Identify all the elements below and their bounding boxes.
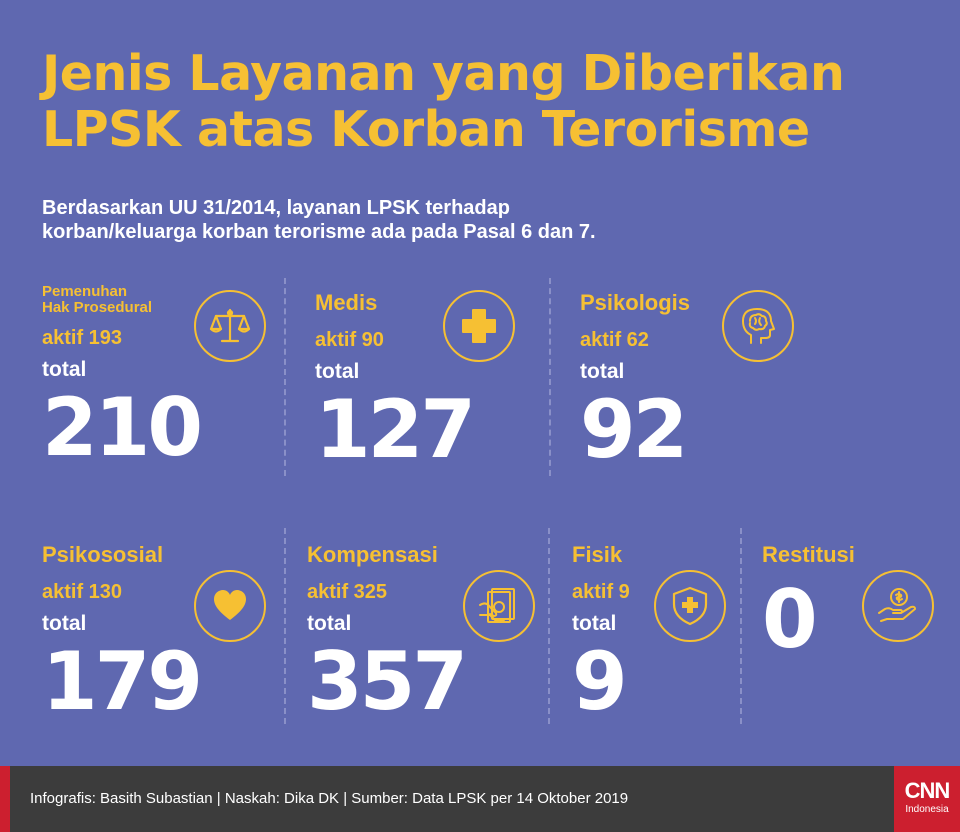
subtitle: Berdasarkan UU 31/2014, layanan LPSK ter… <box>42 196 902 244</box>
medical-cross-icon <box>443 290 515 362</box>
total-label: total <box>42 612 87 635</box>
heart-icon <box>194 570 266 642</box>
logo-sub: Indonesia <box>905 804 949 815</box>
footer: Infografis: Basith Subastian | Naskah: D… <box>0 766 960 832</box>
subtitle-line-2: korban/keluarga korban terorisme ada pad… <box>42 221 596 243</box>
total-value: 357 <box>307 635 468 728</box>
service-kompensasi: Kompensasi aktif 325 total 357 <box>307 542 468 728</box>
total-label: total <box>315 360 360 383</box>
total-label: total <box>580 360 625 383</box>
service-psikologis: Psikologis aktif 62 total 92 <box>580 290 690 470</box>
total-value: 0 <box>762 573 818 666</box>
service-restitusi: Restitusi 0 <box>762 542 855 660</box>
service-psikososial: Psikososial aktif 130 total 179 <box>42 542 203 728</box>
shield-cross-icon <box>654 570 726 642</box>
service-label: Hak Prosedural <box>42 299 153 316</box>
brain-head-icon <box>722 290 794 362</box>
service-label: Psikososial <box>42 542 164 567</box>
active-count: aktif 130 <box>42 581 123 603</box>
title-line-1: Jenis Layanan yang Diberikan <box>42 45 845 102</box>
service-hak-prosedural: Pemenuhan Hak Prosedural aktif 193 total… <box>42 283 203 474</box>
divider <box>284 278 286 476</box>
cnn-logo: CNN Indonesia <box>894 766 960 832</box>
divider <box>284 528 286 724</box>
total-value: 179 <box>42 635 203 728</box>
service-fisik: Fisik aktif 9 total 9 <box>572 542 630 722</box>
money-hand-icon <box>463 570 535 642</box>
page-title: Jenis Layanan yang Diberikan LPSK atas K… <box>42 46 942 158</box>
coin-hand-icon <box>862 570 934 642</box>
service-label: Pemenuhan <box>42 283 128 300</box>
divider <box>740 528 742 724</box>
active-count: aktif 62 <box>580 329 649 351</box>
service-label: Medis <box>315 290 378 315</box>
active-count: aktif 9 <box>572 581 630 603</box>
logo-brand: CNN <box>904 778 951 803</box>
credit-text: Infografis: Basith Subastian | Naskah: D… <box>30 790 629 807</box>
service-label: Kompensasi <box>307 542 438 567</box>
scales-of-justice-icon <box>194 290 266 362</box>
total-label: total <box>572 612 617 635</box>
title-line-2: LPSK atas Korban Terorisme <box>42 101 810 158</box>
total-value: 92 <box>580 383 688 476</box>
divider <box>548 528 550 724</box>
total-value: 127 <box>315 383 476 476</box>
service-medis: Medis aktif 90 total 127 <box>315 290 476 476</box>
service-label: Psikologis <box>580 290 691 315</box>
service-label: Fisik <box>572 542 623 567</box>
accent-bar <box>0 766 10 832</box>
active-count: aktif 193 <box>42 327 123 349</box>
total-label: total <box>307 612 352 635</box>
active-count: aktif 90 <box>315 329 384 351</box>
total-value: 9 <box>572 635 628 728</box>
service-label: Restitusi <box>762 542 855 567</box>
divider <box>549 278 551 476</box>
active-count: aktif 325 <box>307 581 388 603</box>
subtitle-line-1: Berdasarkan UU 31/2014, layanan LPSK ter… <box>42 197 510 219</box>
total-label: total <box>42 358 87 381</box>
total-value: 210 <box>42 381 203 474</box>
